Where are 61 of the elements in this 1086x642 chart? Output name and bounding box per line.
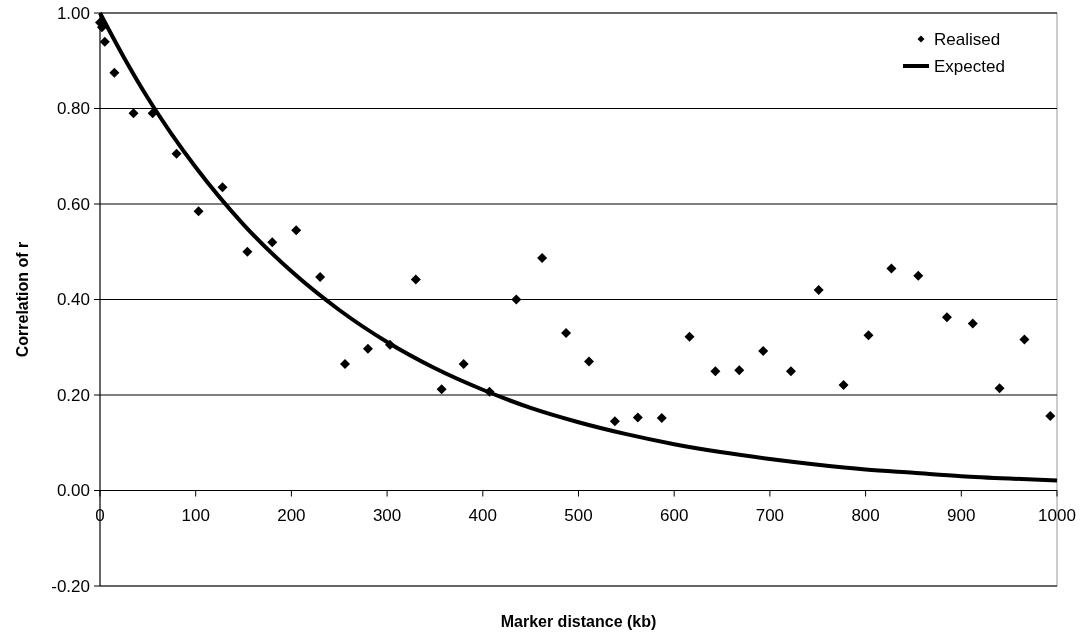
- y-tick-label: 0.40: [56, 290, 90, 310]
- point: [537, 252, 548, 263]
- x-tick-label: 900: [947, 505, 976, 525]
- point: [758, 346, 769, 357]
- point: [339, 358, 350, 369]
- x-tick-label: 400: [468, 505, 497, 525]
- point: [484, 386, 495, 397]
- point: [609, 416, 620, 427]
- point: [941, 312, 952, 323]
- point: [785, 366, 796, 377]
- point: [838, 379, 849, 390]
- point: [1045, 411, 1056, 422]
- point: [684, 331, 695, 342]
- point: [109, 67, 120, 78]
- x-tick-label: 1000: [1038, 505, 1076, 525]
- y-tick-label: 0.00: [56, 481, 90, 501]
- point: [886, 263, 897, 274]
- point: [384, 339, 395, 350]
- y-tick-label: 1.00: [56, 3, 90, 23]
- point: [242, 246, 253, 257]
- point: [561, 327, 572, 338]
- point: [362, 343, 373, 354]
- point: [315, 272, 326, 283]
- point: [710, 366, 721, 377]
- point: [217, 182, 228, 193]
- legend-label: Expected: [934, 56, 1005, 76]
- point: [436, 384, 447, 395]
- x-tick-label: 800: [851, 505, 880, 525]
- x-tick-label: 500: [564, 505, 593, 525]
- x-tick-label: 600: [660, 505, 689, 525]
- x-tick-label: 300: [372, 505, 402, 525]
- x-tick-label: 700: [755, 505, 785, 525]
- point: [128, 108, 139, 119]
- point: [193, 206, 204, 217]
- point: [734, 365, 745, 376]
- x-axis-title: Marker distance (kb): [500, 613, 657, 630]
- point: [656, 412, 667, 423]
- y-tick-label: 0.60: [56, 194, 90, 214]
- y-tick-label: 0.20: [56, 385, 90, 405]
- x-tick-label: 100: [181, 505, 210, 525]
- y-axis-title: Correlation of r: [14, 241, 31, 358]
- point: [813, 284, 824, 295]
- y-tick-label: 0.80: [56, 99, 90, 119]
- point: [99, 36, 110, 47]
- point: [863, 330, 874, 341]
- point: [584, 356, 595, 367]
- legend-label: Realised: [934, 29, 1001, 49]
- point: [1019, 334, 1030, 345]
- point: [171, 148, 182, 159]
- x-tick-label: 200: [277, 505, 306, 525]
- point: [410, 274, 421, 285]
- point: [994, 383, 1005, 394]
- point: [511, 294, 522, 305]
- y-tick-label: -0.20: [51, 576, 90, 596]
- point: [147, 108, 158, 119]
- point: [967, 318, 978, 329]
- point: [913, 270, 924, 281]
- point: [267, 237, 278, 248]
- point: [632, 412, 643, 423]
- point: [291, 225, 302, 236]
- point: [458, 358, 469, 369]
